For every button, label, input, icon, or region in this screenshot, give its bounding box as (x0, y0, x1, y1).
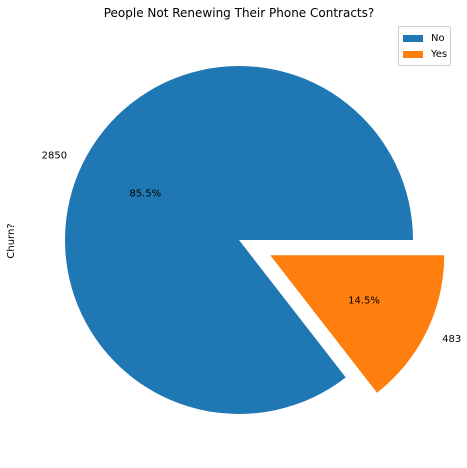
value-labels: 2850 483 (42, 150, 462, 345)
legend: No Yes (398, 26, 451, 66)
legend-entry-yes: Yes (403, 46, 448, 62)
value-label-no: 2850 (42, 150, 67, 161)
legend-swatch-yes (403, 50, 423, 58)
legend-swatch-no (403, 34, 423, 42)
percent-label-no: 85.5% (129, 189, 161, 200)
pie-slice-yes (270, 255, 445, 393)
legend-label-yes: Yes (431, 48, 448, 60)
chart-title: People Not Renewing Their Phone Contract… (104, 6, 375, 20)
legend-label-no: No (431, 32, 445, 44)
y-axis-label: Churn? (6, 223, 17, 258)
pie-slices (65, 65, 445, 415)
percent-label-yes: 14.5% (348, 296, 380, 307)
legend-entry-no: No (403, 30, 446, 46)
pie-slice-no (65, 65, 414, 415)
percent-labels: 85.5% 14.5% (129, 189, 380, 307)
value-label-yes: 483 (442, 334, 461, 345)
